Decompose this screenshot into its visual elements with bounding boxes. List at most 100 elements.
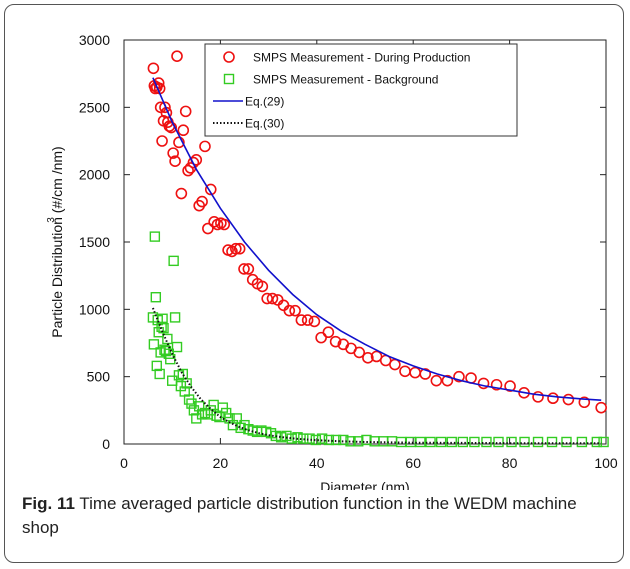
data-point	[186, 398, 197, 409]
data-point	[547, 392, 559, 405]
x-tick-label: 0	[120, 455, 128, 471]
data-point	[199, 407, 211, 419]
data-point	[362, 352, 374, 364]
data-point	[532, 391, 544, 403]
data-point	[591, 436, 603, 448]
data-point	[295, 314, 308, 326]
data-point	[230, 242, 242, 255]
data-point	[148, 339, 160, 350]
data-point	[199, 140, 211, 153]
data-point	[519, 436, 530, 448]
data-point	[217, 402, 229, 413]
y-tick-label: 1000	[79, 301, 110, 317]
data-point	[308, 315, 321, 328]
legend: SMPS Measurement - During Production SMPS…	[204, 43, 518, 137]
fit-line-eq29	[152, 77, 602, 401]
x-tick-label: 40	[309, 455, 325, 471]
y-axis-ticks: 0 500 1000 1500 2000 2500 3000	[79, 32, 606, 452]
data-point	[546, 436, 558, 448]
series-4	[151, 307, 602, 445]
data-point	[162, 333, 173, 345]
data-point	[323, 434, 335, 446]
x-tick-label: 20	[213, 455, 229, 471]
data-point	[169, 155, 181, 167]
figure-caption: Fig. 11 Time averaged particle distribut…	[22, 492, 612, 540]
data-point	[289, 304, 301, 317]
data-point	[165, 353, 176, 365]
data-point	[163, 348, 175, 359]
data-point	[167, 147, 179, 159]
data-point	[168, 255, 179, 267]
series-1	[147, 50, 607, 414]
data-point	[477, 377, 490, 390]
data-point	[322, 326, 335, 339]
chart: 0 500 1000 1500 2000 2500 3000 0 20 40 60 80 100 Di…	[46, 32, 618, 490]
data-point	[561, 436, 572, 448]
legend-box	[204, 43, 518, 137]
legend-marker-swatch	[223, 51, 235, 63]
data-point	[158, 322, 169, 334]
data-point	[361, 434, 372, 446]
data-point	[151, 360, 162, 372]
data-point	[315, 331, 327, 344]
data-point	[242, 263, 255, 275]
data-point	[173, 136, 185, 149]
data-point	[233, 242, 246, 255]
data-point	[202, 222, 214, 235]
data-point	[504, 380, 516, 392]
data-point	[169, 312, 181, 323]
data-point	[152, 77, 165, 89]
data-point	[156, 135, 168, 147]
data-point	[598, 436, 609, 448]
data-point	[329, 335, 342, 348]
data-point	[147, 62, 160, 75]
legend-label: SMPS Measurement - Background	[253, 73, 438, 87]
series-2	[147, 231, 609, 448]
data-point	[205, 405, 216, 416]
data-point	[175, 187, 188, 200]
data-point	[490, 378, 503, 391]
data-point	[154, 368, 165, 380]
legend-marker-swatch	[223, 73, 235, 85]
data-point	[165, 121, 178, 134]
data-point	[283, 304, 296, 317]
data-point	[159, 101, 171, 114]
legend-label: SMPS Measurement - During Production	[253, 51, 470, 65]
data-point	[193, 401, 205, 412]
y-tick-label: 2000	[79, 167, 110, 183]
data-point	[316, 433, 328, 444]
data-point	[453, 370, 465, 383]
data-point	[595, 401, 607, 414]
data-point	[578, 396, 591, 409]
data-point	[266, 292, 279, 305]
series-layer	[147, 50, 609, 448]
legend-label: Eq.(29)	[245, 95, 284, 109]
data-point	[149, 231, 161, 242]
data-point	[481, 436, 492, 448]
data-point	[220, 407, 232, 419]
y-tick-label: 1500	[79, 234, 110, 250]
data-point	[182, 164, 194, 177]
fit-line-eq30	[151, 307, 602, 445]
data-point	[166, 375, 178, 386]
data-point	[304, 433, 315, 444]
y-tick-label: 500	[87, 369, 111, 385]
data-point	[532, 436, 544, 448]
data-point	[181, 378, 192, 389]
y-axis-label-group: Particle Distribution (#/cm /nm) 3	[46, 146, 65, 337]
data-point	[238, 263, 250, 275]
data-point	[171, 341, 183, 353]
data-point	[493, 436, 504, 448]
data-point	[506, 436, 517, 448]
data-point	[187, 156, 200, 169]
x-tick-label: 80	[502, 455, 518, 471]
data-point	[469, 436, 480, 448]
data-point	[179, 105, 192, 118]
data-point	[171, 50, 183, 62]
y-axis-label-superscript: 3	[46, 217, 57, 223]
x-tick-label: 100	[594, 455, 618, 471]
caption-text: Time averaged particle distribution func…	[22, 494, 577, 537]
data-point	[562, 393, 575, 406]
data-point	[150, 292, 162, 303]
x-tick-label: 60	[405, 455, 421, 471]
